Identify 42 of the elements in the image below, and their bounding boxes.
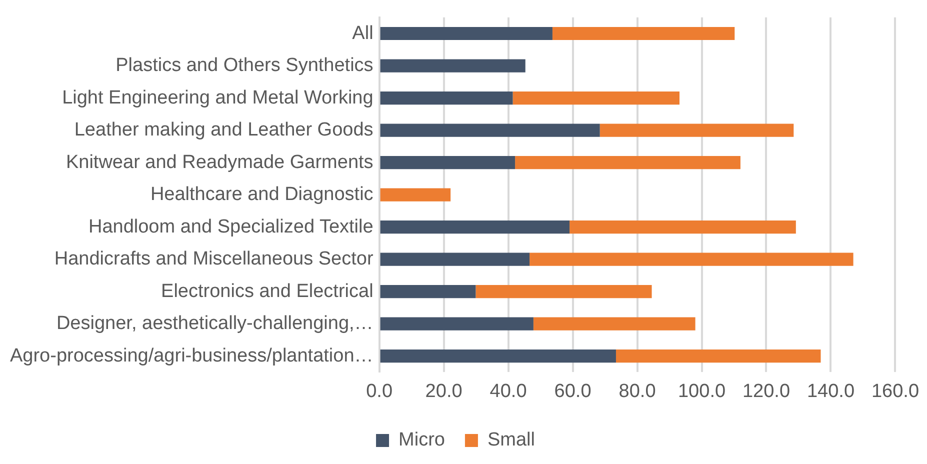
x-tick-label: 120.0: [742, 380, 790, 402]
y-tick-label: Knitwear and Readymade Garments: [66, 152, 374, 173]
x-tick-label: 20.0: [425, 380, 462, 402]
y-tick-label: Light Engineering and Metal Working: [62, 87, 374, 108]
bar: [570, 220, 796, 234]
bar: [380, 285, 476, 298]
y-tick-label: Electronics and Electrical: [161, 280, 374, 302]
x-tick-label: 60.0: [554, 380, 592, 402]
y-tick-label: Plastics and Others Synthetics: [116, 55, 374, 76]
bar: [380, 124, 600, 137]
bar: [600, 124, 794, 137]
bar: [515, 156, 740, 170]
bar: [380, 156, 516, 170]
bar: [380, 317, 534, 330]
bar: [616, 350, 821, 363]
y-tick-label: Agro-processing/agri-business/plantation…: [10, 345, 374, 366]
bar: [530, 252, 854, 266]
y-tick-label: Designer, aesthetically-challenging,…: [56, 313, 374, 334]
x-tick-label: 40.0: [490, 380, 527, 402]
bar: [533, 317, 696, 330]
y-tick-label: Healthcare and Diagnostic: [150, 184, 374, 206]
legend-label: Small: [487, 430, 535, 451]
bar: [512, 92, 680, 105]
bar: [380, 92, 513, 105]
bar: [380, 220, 570, 234]
x-tick-label: 0.0: [366, 380, 393, 402]
bar: [476, 285, 652, 298]
y-tick-label: All: [352, 22, 374, 44]
y-tick-label: Handicrafts and Miscellaneous Sector: [54, 248, 374, 270]
y-tick-label: Handloom and Specialized Textile: [88, 216, 374, 238]
bar: [380, 188, 451, 202]
bar: [380, 26, 552, 40]
x-tick-label: 140.0: [806, 380, 855, 402]
bar: [380, 252, 530, 266]
legend-label: Micro: [398, 430, 445, 451]
y-tick-label: Leather making and Leather Goods: [74, 120, 374, 141]
x-tick-label: 80.0: [618, 380, 656, 402]
bar: [380, 350, 616, 363]
x-tick-label: 100.0: [678, 380, 726, 402]
bar: [380, 59, 526, 72]
bar: [552, 26, 735, 40]
x-tick-label: 160.0: [871, 380, 919, 402]
